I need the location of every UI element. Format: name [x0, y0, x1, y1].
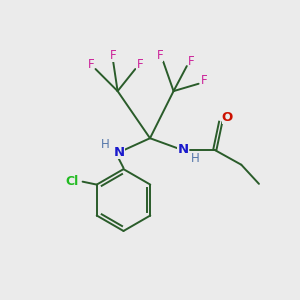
Text: H: H — [101, 138, 110, 151]
Text: N: N — [113, 146, 124, 159]
Text: N: N — [177, 143, 188, 156]
Text: H: H — [191, 152, 200, 165]
Text: F: F — [88, 58, 94, 70]
Text: F: F — [136, 58, 143, 70]
Text: O: O — [221, 110, 233, 124]
Text: Cl: Cl — [66, 175, 79, 188]
Text: F: F — [156, 49, 163, 62]
Text: F: F — [110, 49, 116, 62]
Text: F: F — [188, 55, 194, 68]
Text: F: F — [201, 74, 208, 87]
